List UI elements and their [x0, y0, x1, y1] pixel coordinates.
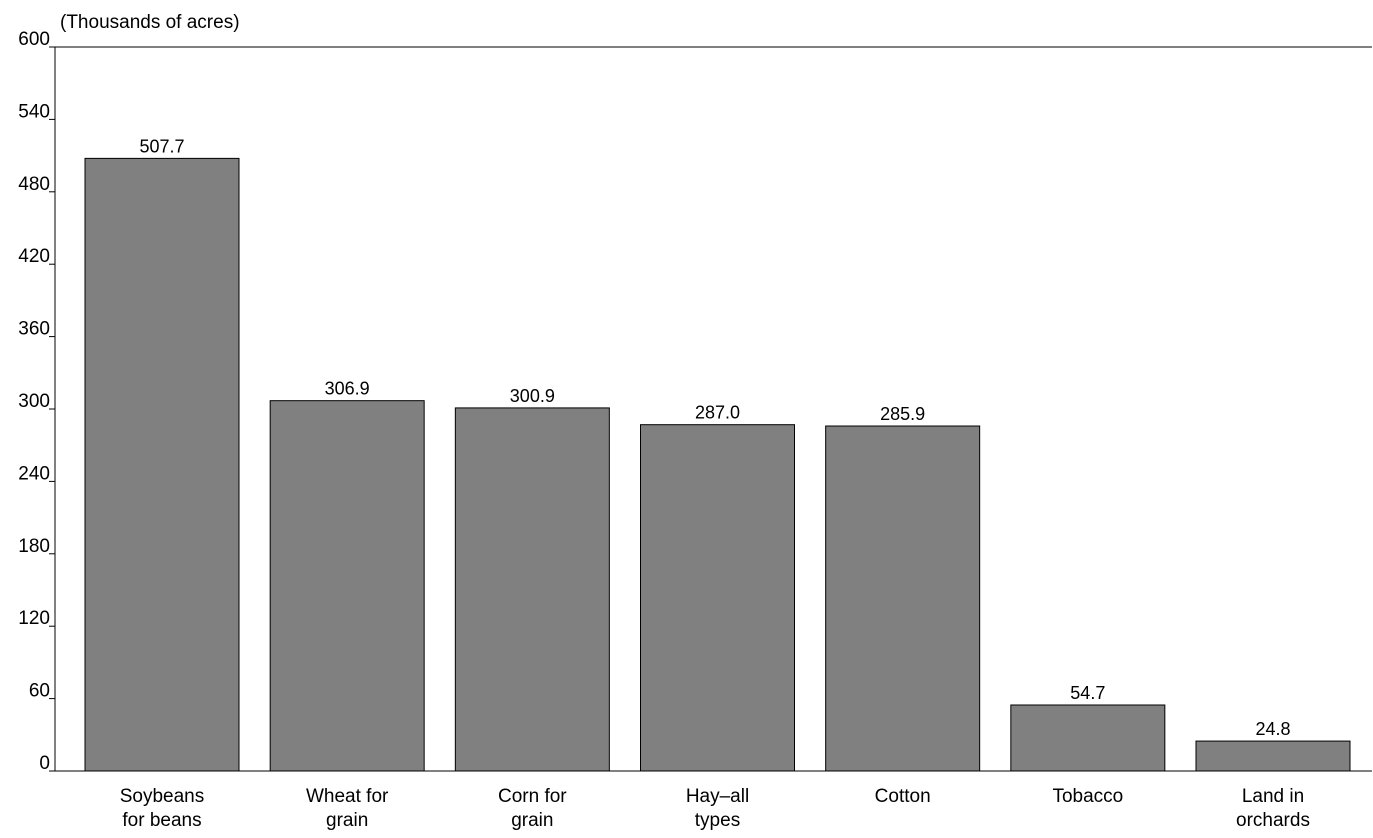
bar-value-label: 54.7	[1070, 683, 1105, 703]
bar	[84, 157, 240, 772]
bar-value-label: 285.9	[880, 404, 925, 424]
x-category-label: grain	[511, 810, 553, 831]
bar	[269, 400, 425, 772]
x-category-label: Corn for	[498, 786, 567, 807]
y-tick-label: 600	[18, 29, 50, 50]
y-tick-label: 420	[18, 246, 50, 267]
x-category-label: grain	[326, 810, 368, 831]
y-tick-label: 0	[39, 753, 50, 774]
axes-layer: 0 60 120 180 240 300 360 420 480 540 600	[18, 29, 1372, 774]
bar-value-label: 507.7	[139, 136, 184, 156]
y-axis-unit-label: (Thousands of acres)	[60, 12, 240, 33]
y-tick-label: 300	[18, 391, 50, 412]
y-tick-label: 60	[29, 681, 50, 702]
y-tick-label: 360	[18, 319, 50, 340]
y-tick-label: 120	[18, 608, 50, 629]
bars-layer	[84, 157, 1351, 772]
y-tick-label: 240	[18, 463, 50, 484]
y-tick-label: 540	[18, 101, 50, 122]
x-category-label: Soybeans	[120, 786, 205, 807]
bar	[640, 424, 795, 772]
bar	[1010, 704, 1166, 772]
bar	[1195, 740, 1351, 772]
x-category-label: Tobacco	[1052, 786, 1123, 807]
x-category-label: Land in	[1242, 786, 1304, 807]
bar	[825, 425, 981, 772]
y-tick-label: 180	[18, 536, 50, 557]
x-category-label: Wheat for	[306, 786, 389, 807]
bar-value-label: 287.0	[695, 403, 740, 423]
bar-value-label: 24.8	[1255, 719, 1290, 739]
bar-value-label: 306.9	[325, 379, 370, 399]
y-tick-label: 480	[18, 174, 50, 195]
x-category-label: types	[695, 810, 740, 831]
labels-layer: 507.7 Soybeans for beans 306.9 Wheat for grai…	[120, 136, 1310, 831]
x-category-label: Hay–all	[686, 786, 749, 807]
bar-value-label: 300.9	[510, 386, 555, 406]
bar	[454, 407, 610, 772]
x-category-label: orchards	[1236, 810, 1310, 831]
x-category-label: Cotton	[875, 786, 931, 807]
x-category-label: for beans	[122, 810, 201, 831]
